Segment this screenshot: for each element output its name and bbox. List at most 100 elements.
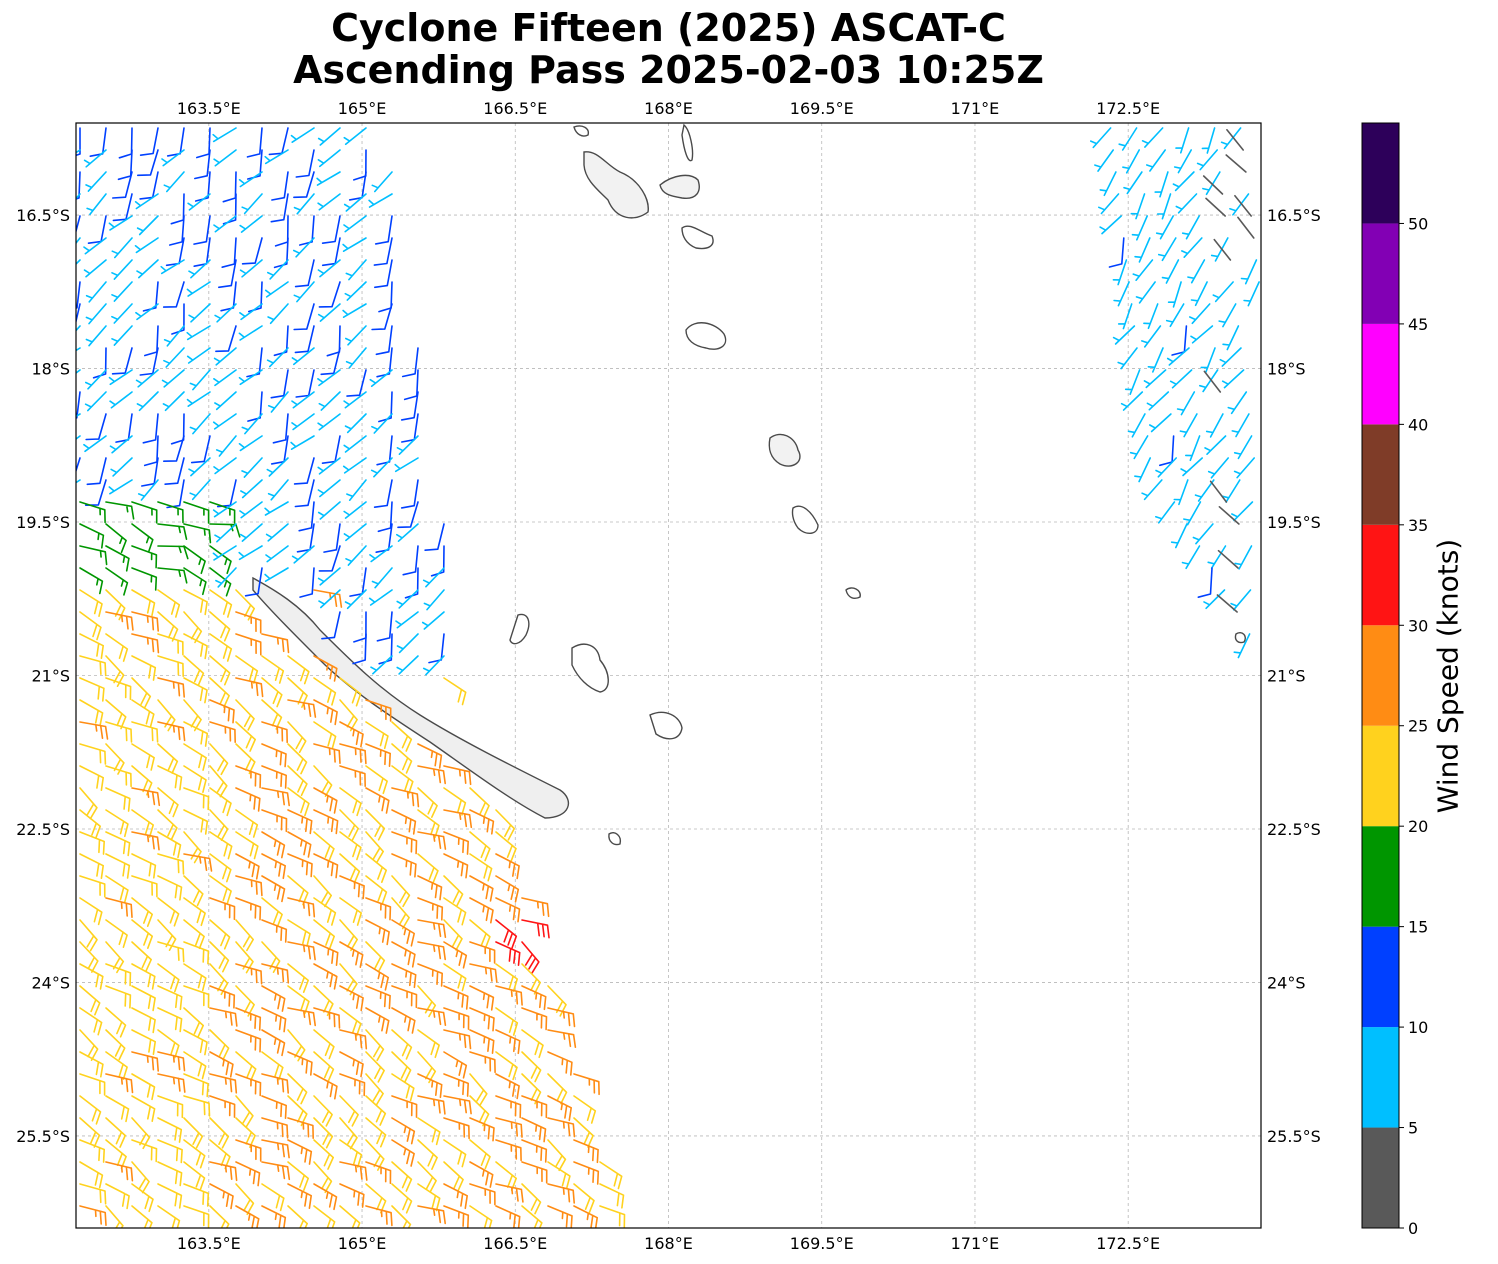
wind-barb bbox=[391, 1051, 412, 1083]
wind-barb bbox=[422, 655, 445, 676]
wind-barb bbox=[291, 413, 315, 431]
wind-barb bbox=[137, 149, 159, 177]
wind-barb bbox=[157, 589, 181, 618]
wind-barb bbox=[183, 1073, 209, 1098]
wind-barb bbox=[323, 523, 341, 553]
wind-barb bbox=[1220, 127, 1242, 150]
wind-barb bbox=[76, 193, 81, 200]
wind-barb bbox=[287, 765, 308, 797]
lon-tick-label: 172.5°E bbox=[1096, 1234, 1160, 1253]
wind-barb bbox=[547, 1205, 573, 1228]
wind-barb bbox=[318, 589, 341, 609]
wind-barb bbox=[1230, 589, 1252, 611]
wind-barb bbox=[79, 787, 98, 820]
wind-barb bbox=[235, 1139, 262, 1162]
wind-barb bbox=[313, 1073, 338, 1100]
wind-barb bbox=[1180, 457, 1203, 477]
wind-barb bbox=[157, 677, 185, 698]
wind-barb bbox=[209, 1095, 236, 1118]
wind-barb bbox=[85, 171, 107, 192]
wind-barb bbox=[339, 963, 358, 996]
wind-barb bbox=[1117, 347, 1138, 370]
wind-barb bbox=[339, 677, 362, 707]
wind-barb bbox=[264, 501, 289, 516]
wind-barb bbox=[339, 1029, 368, 1050]
wind-barb bbox=[365, 699, 392, 722]
wind-barb bbox=[209, 633, 233, 662]
wind-barb bbox=[339, 743, 367, 765]
wind-barb bbox=[79, 831, 105, 855]
wind-barb bbox=[1199, 369, 1219, 393]
wind-barb bbox=[79, 1029, 99, 1061]
wind-barb bbox=[213, 215, 237, 233]
wind-barb bbox=[244, 567, 263, 597]
wind-barb bbox=[1173, 479, 1189, 506]
wind-barb bbox=[270, 369, 289, 399]
isle-of-pines bbox=[608, 832, 622, 846]
wind-barb bbox=[369, 369, 393, 388]
wind-barb bbox=[183, 633, 208, 660]
lat-tick-label: 24°S bbox=[31, 973, 70, 992]
wind-barb bbox=[108, 369, 133, 386]
wind-barb bbox=[417, 919, 447, 938]
wind-barb bbox=[391, 853, 417, 878]
wind-barb bbox=[1234, 545, 1253, 570]
wind-barb bbox=[1122, 149, 1140, 174]
wind-barb bbox=[86, 193, 107, 216]
wind-barb bbox=[521, 1205, 543, 1228]
wind-barb bbox=[1226, 129, 1244, 151]
wind-barb bbox=[417, 765, 446, 785]
wind-barb bbox=[391, 721, 413, 752]
wind-barb bbox=[443, 1073, 469, 1097]
wind-barb bbox=[79, 985, 101, 1016]
wind-barb bbox=[131, 919, 153, 949]
wind-barb bbox=[183, 545, 206, 575]
wind-barb bbox=[79, 721, 109, 740]
wind-barb bbox=[313, 809, 339, 835]
wind-barb bbox=[1190, 325, 1214, 344]
wind-barb bbox=[267, 391, 289, 413]
erromango-island bbox=[768, 433, 801, 467]
wind-barb bbox=[391, 831, 418, 855]
wind-barb bbox=[131, 743, 155, 771]
wind-barb bbox=[443, 941, 468, 969]
wind-barb bbox=[209, 1007, 238, 1027]
wind-barb bbox=[1175, 127, 1190, 154]
wind-barb bbox=[339, 1139, 363, 1168]
colorbar-bin bbox=[1362, 1027, 1399, 1128]
wind-barb bbox=[157, 743, 179, 774]
wind-barb bbox=[313, 853, 339, 879]
wind-barb bbox=[183, 919, 205, 950]
wind-barb bbox=[287, 721, 307, 753]
wind-barb bbox=[400, 391, 419, 421]
wind-barb bbox=[86, 457, 107, 486]
wind-barb bbox=[131, 501, 158, 524]
wind-barb bbox=[287, 787, 310, 817]
wind-barb bbox=[1099, 171, 1117, 197]
wind-barb bbox=[222, 171, 237, 203]
wind-barb bbox=[521, 1095, 548, 1119]
wind-barb bbox=[599, 1183, 625, 1209]
wind-barb bbox=[317, 369, 341, 387]
wind-barb bbox=[209, 765, 228, 798]
wind-barb bbox=[287, 1139, 313, 1165]
maewo-island bbox=[681, 123, 694, 162]
wind-barb bbox=[135, 303, 159, 321]
wind-barb bbox=[1149, 413, 1172, 433]
wind-barb bbox=[79, 743, 107, 765]
wind-barb bbox=[317, 501, 341, 520]
wind-barb bbox=[365, 1161, 392, 1184]
wind-barb bbox=[209, 699, 235, 724]
wind-barb bbox=[131, 1095, 156, 1122]
wind-barb bbox=[313, 655, 338, 682]
wind-barb bbox=[313, 831, 335, 862]
wind-barb bbox=[111, 259, 133, 280]
wind-barb bbox=[317, 127, 341, 146]
wind-barb bbox=[317, 259, 341, 278]
chart-title-line2: Ascending Pass 2025-02-03 10:25Z bbox=[293, 48, 1044, 92]
aneityum-island bbox=[845, 587, 861, 599]
wind-barb bbox=[157, 523, 188, 540]
colorbar-bin bbox=[1362, 223, 1399, 324]
wind-barb bbox=[401, 347, 419, 378]
wind-barb bbox=[1237, 216, 1255, 239]
